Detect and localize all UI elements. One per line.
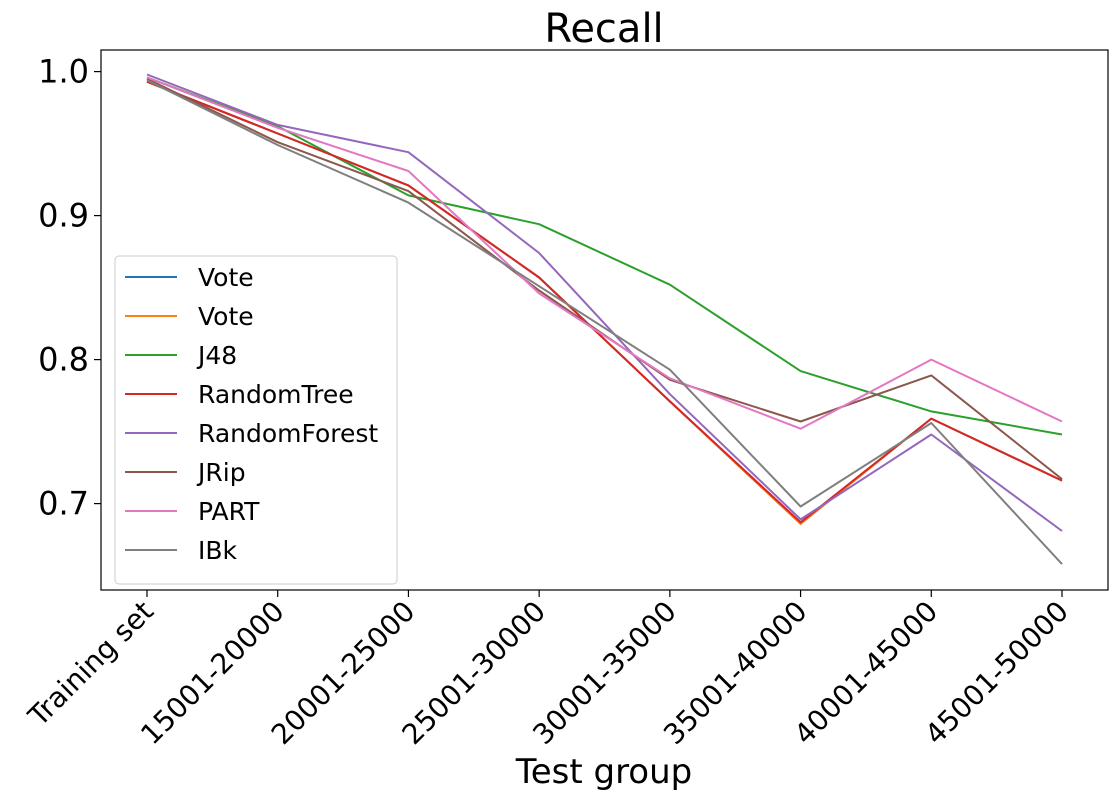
series-line-part-6 bbox=[146, 76, 1063, 430]
x-tick-label: Training set bbox=[21, 595, 160, 734]
legend-label: Vote bbox=[198, 263, 254, 292]
legend-box bbox=[114, 255, 398, 585]
legend-label: IBk bbox=[198, 536, 238, 565]
y-axis: 0.7 0.8 0.9 1.0 bbox=[38, 53, 101, 523]
plot-frame bbox=[100, 49, 1109, 591]
series-line-j48-2 bbox=[146, 76, 1063, 436]
legend-label: RandomTree bbox=[198, 380, 354, 409]
y-tick-label: 0.9 bbox=[38, 197, 89, 235]
series-line-ibk-7 bbox=[146, 79, 1063, 565]
series-layer bbox=[146, 73, 1063, 565]
legend: Vote Vote J48 RandomTree RandomForest JRip PAR… bbox=[114, 255, 398, 585]
legend-label: RandomForest bbox=[198, 419, 378, 448]
y-tick-label: 0.7 bbox=[38, 485, 89, 523]
legend-label: PART bbox=[198, 497, 260, 526]
y-tick-label: 1.0 bbox=[38, 53, 89, 91]
x-axis-label: Test group bbox=[515, 752, 693, 792]
y-tick-label: 0.8 bbox=[38, 341, 89, 379]
legend-label: JRip bbox=[196, 458, 246, 487]
chart-title: Recall bbox=[544, 6, 663, 52]
legend-label: Vote bbox=[198, 302, 254, 331]
legend-label: J48 bbox=[196, 341, 237, 370]
x-axis: Training set15001-2000020001-2500025001-… bbox=[21, 590, 1075, 751]
series-line-randomforest-4 bbox=[146, 73, 1063, 532]
